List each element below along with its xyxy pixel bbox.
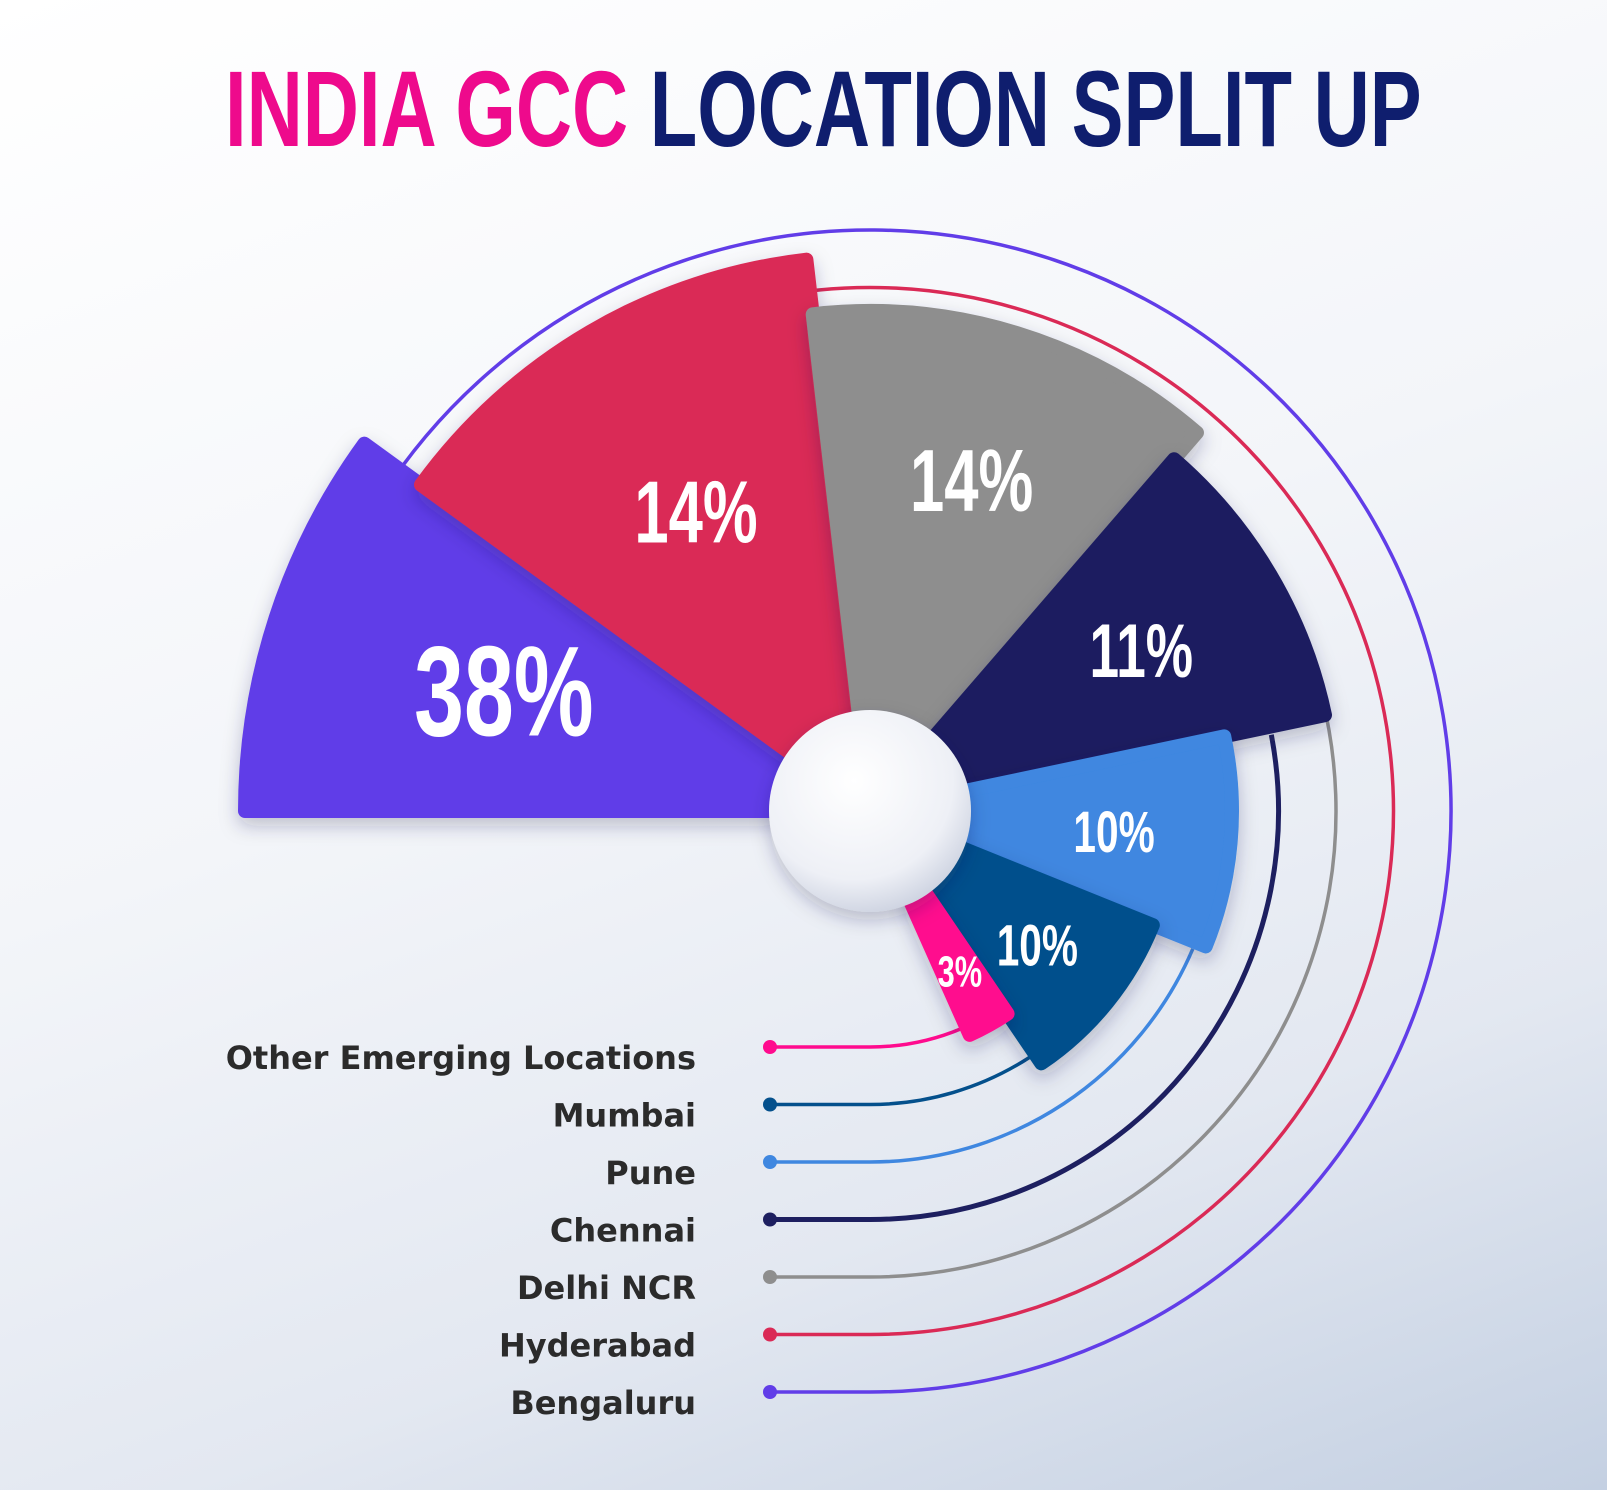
legend-label-pune: Pune bbox=[605, 1154, 696, 1192]
chart-title-main: LOCATION SPLIT UP bbox=[649, 48, 1422, 169]
legend-label-delhi-ncr: Delhi NCR bbox=[517, 1269, 696, 1307]
legend-dot-delhi-ncr bbox=[763, 1270, 777, 1284]
slice-label-mumbai: 10% bbox=[997, 914, 1078, 979]
chart-title-highlight: INDIA GCC bbox=[224, 48, 629, 169]
legend-dot-hyderabad bbox=[763, 1327, 777, 1342]
legend-label-mumbai: Mumbai bbox=[553, 1097, 696, 1135]
legend-label-chennai: Chennai bbox=[550, 1212, 696, 1250]
slice-label-bengaluru: 38% bbox=[414, 621, 593, 764]
slice-label-pune: 10% bbox=[1073, 800, 1154, 865]
legend-label-other-emerging-locations: Other Emerging Locations bbox=[226, 1039, 696, 1077]
legend-label-bengaluru: Bengaluru bbox=[510, 1384, 696, 1422]
chart-center-hub bbox=[769, 710, 971, 912]
slice-labels: 38% 14% 14% 11% 10% 10% 3% bbox=[414, 432, 1193, 997]
legend-dot-other-emerging-locations bbox=[763, 1040, 777, 1054]
connector-arc-hyderabad bbox=[555, 285, 1396, 1337]
connector-arc-pune bbox=[770, 948, 1195, 1164]
chart-title: INDIA GCC LOCATION SPLIT UP bbox=[224, 48, 1422, 169]
slice-label-delhi-ncr: 14% bbox=[910, 432, 1033, 530]
legend: Other Emerging Locations Mumbai Pune Chenna… bbox=[226, 1039, 777, 1422]
legend-dot-pune bbox=[763, 1155, 777, 1169]
connector-arc-bengaluru bbox=[364, 228, 1453, 1394]
connector-arc-chennai bbox=[770, 734, 1281, 1222]
slice-label-other-emerging-locations: 3% bbox=[938, 948, 983, 997]
connector-arc-other-emerging-locations bbox=[770, 1026, 963, 1049]
legend-dot-bengaluru bbox=[763, 1385, 777, 1399]
slice-label-chennai: 11% bbox=[1090, 609, 1194, 694]
legend-label-hyderabad: Hyderabad bbox=[499, 1327, 696, 1365]
legend-dot-chennai bbox=[763, 1212, 777, 1227]
slice-label-hyderabad: 14% bbox=[634, 464, 757, 562]
connector-arc-mumbai bbox=[770, 1055, 1031, 1107]
legend-dot-mumbai bbox=[763, 1097, 777, 1112]
